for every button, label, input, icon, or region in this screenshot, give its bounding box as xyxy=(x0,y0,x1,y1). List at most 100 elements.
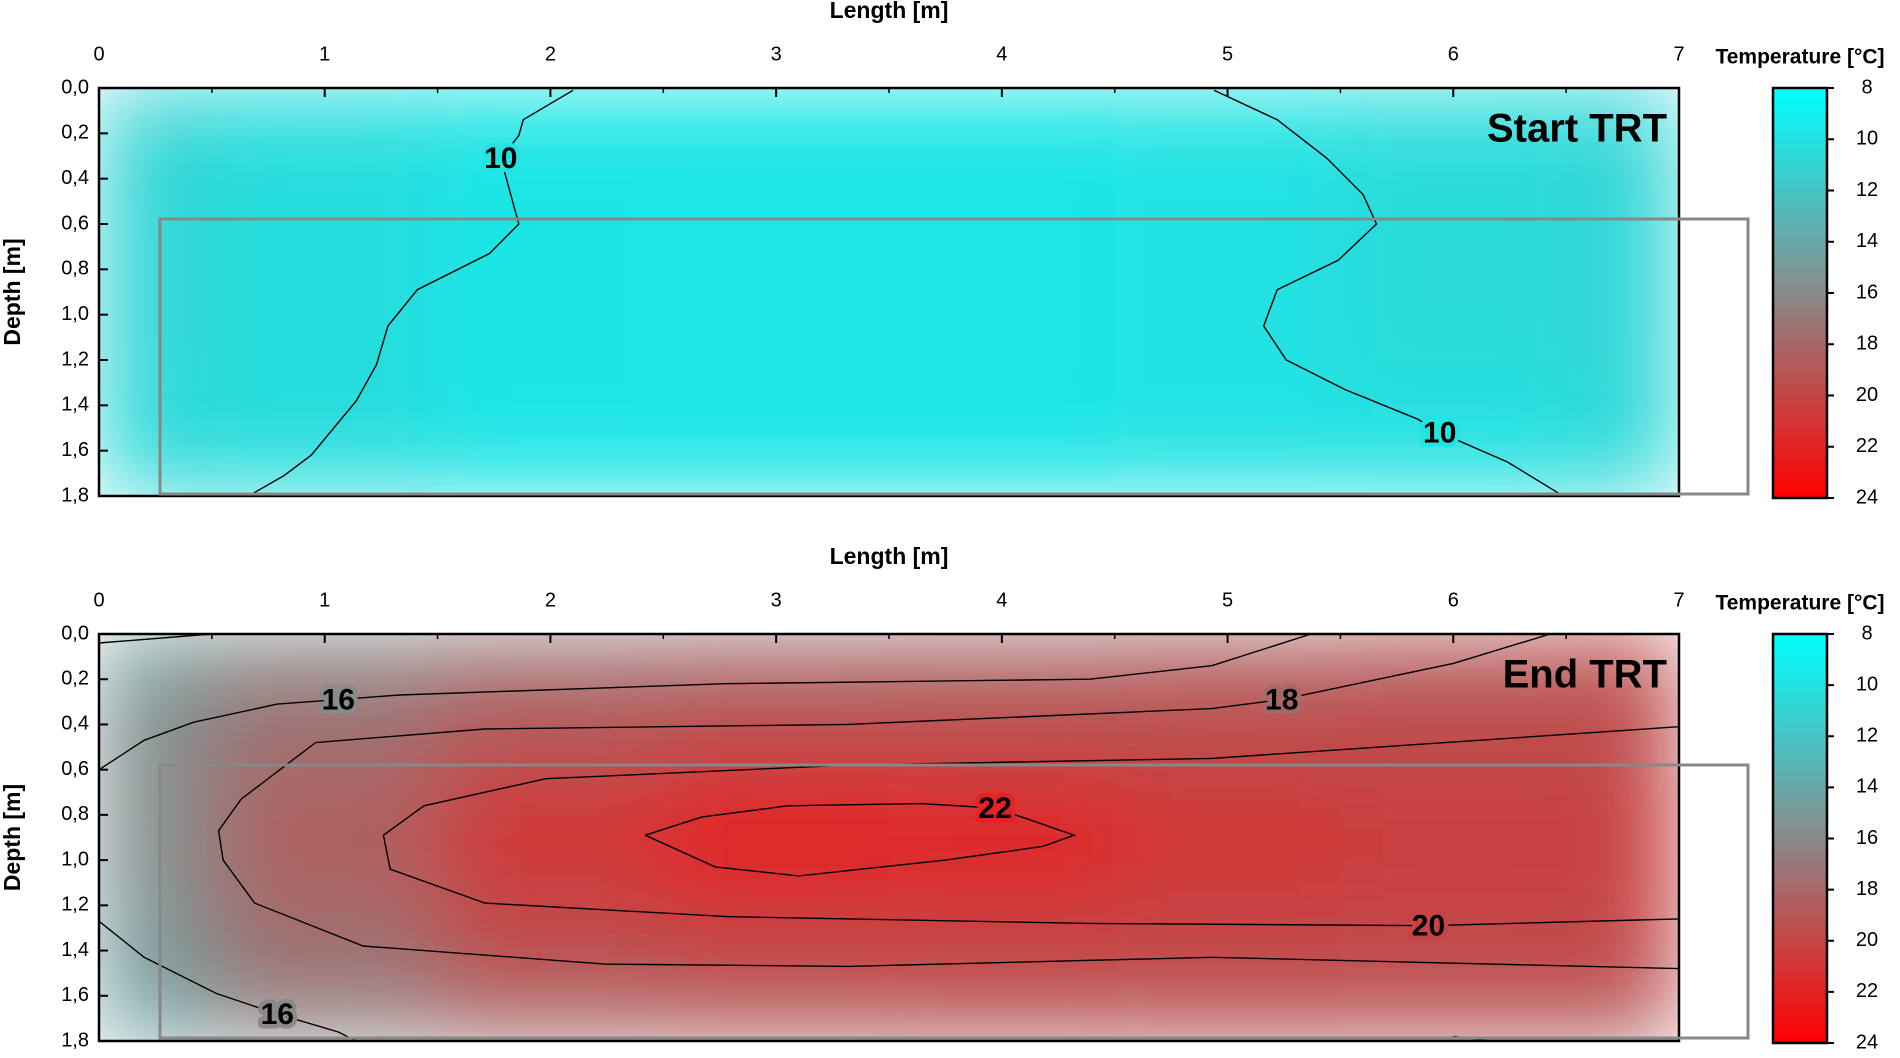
contour-line xyxy=(99,634,1312,771)
colorbar-tick-label: 8 xyxy=(1861,622,1872,644)
field-cell xyxy=(211,88,439,191)
colorbar-title: Temperature [°C] xyxy=(1715,46,1884,69)
contour-line xyxy=(644,802,1077,877)
x-axis-title: Length [m] xyxy=(830,0,949,23)
colorbar-tick-label: 12 xyxy=(1856,179,1878,201)
field-cell xyxy=(1566,995,1679,1041)
field-cell xyxy=(889,88,1116,191)
field-cell xyxy=(889,190,1116,395)
contour-label: 18 xyxy=(1265,683,1298,716)
contour-label: 16 xyxy=(322,683,355,716)
contour-label: 22 xyxy=(978,792,1011,825)
y-tick-label: 1,6 xyxy=(61,439,89,461)
colorbar-tick-label: 24 xyxy=(1856,486,1878,508)
y-tick-label: 0,4 xyxy=(61,167,89,189)
x-tick-label: 4 xyxy=(996,589,1007,611)
contour-label: 20 xyxy=(1412,910,1445,943)
field-cell xyxy=(663,190,890,395)
chart-title: Start TRT xyxy=(1487,107,1667,151)
y-tick-label: 0,8 xyxy=(61,258,89,280)
y-tick-label: 0,6 xyxy=(61,758,89,780)
field-cell xyxy=(1340,394,1567,496)
x-tick-label: 0 xyxy=(93,589,104,611)
field-cell xyxy=(211,190,439,395)
field-cell xyxy=(99,634,213,680)
y-tick-label: 0,4 xyxy=(61,713,89,735)
x-tick-label: 3 xyxy=(771,589,782,611)
colorbar-tick-label: 12 xyxy=(1856,725,1878,747)
colorbar-tick-label: 20 xyxy=(1856,929,1878,951)
exchanger-outline xyxy=(158,763,1750,1040)
field-cell xyxy=(1114,894,1341,997)
x-tick-label: 4 xyxy=(996,43,1007,65)
y-tick-label: 1,4 xyxy=(61,939,89,961)
colorbar-tick-label: 10 xyxy=(1856,128,1878,150)
colorbar-tick-label: 24 xyxy=(1856,1031,1878,1053)
field-cell xyxy=(1340,190,1567,395)
y-axis-title: Depth [m] xyxy=(0,238,25,345)
field-cell xyxy=(1340,88,1567,191)
x-tick-label: 0 xyxy=(93,43,104,65)
field-cell xyxy=(1340,780,1567,895)
field-cell xyxy=(99,995,213,1041)
field-cell xyxy=(1114,995,1341,1041)
contour-line xyxy=(99,634,212,644)
contour-line xyxy=(99,920,357,1041)
contour-label: 10 xyxy=(484,142,517,175)
y-tick-label: 0,0 xyxy=(61,622,89,644)
field-cell xyxy=(211,995,439,1041)
field-cell xyxy=(99,780,213,895)
y-tick-label: 1,2 xyxy=(61,348,89,370)
field-cell xyxy=(1114,88,1341,191)
x-tick-label: 1 xyxy=(319,589,330,611)
plot-area xyxy=(99,88,1679,496)
chart-title: End TRT xyxy=(1503,653,1667,697)
colorbar-tick-label: 16 xyxy=(1856,827,1878,849)
field-cell xyxy=(663,88,890,191)
contour-label: 16 xyxy=(261,998,294,1031)
field-cell xyxy=(437,88,664,191)
colorbar-tick-label: 22 xyxy=(1856,980,1878,1002)
x-tick-label: 2 xyxy=(545,43,556,65)
y-tick-label: 1,4 xyxy=(61,394,89,416)
field-cell xyxy=(1114,394,1341,496)
x-tick-label: 5 xyxy=(1222,43,1233,65)
y-tick-label: 0,2 xyxy=(61,122,89,144)
field-cell xyxy=(437,394,664,496)
colorbar-tick-label: 8 xyxy=(1861,76,1872,98)
contour-line xyxy=(217,634,1679,970)
x-tick-label: 7 xyxy=(1673,589,1684,611)
colorbar xyxy=(1771,86,1829,500)
field-cell xyxy=(1566,894,1679,997)
field-cell xyxy=(1566,780,1679,895)
field-cell xyxy=(889,780,1116,895)
colorbar-tick-label: 14 xyxy=(1856,776,1878,798)
colorbar-tick-label: 18 xyxy=(1856,878,1878,900)
y-tick-label: 1,8 xyxy=(61,484,89,506)
field-cell xyxy=(663,995,890,1041)
field-cell xyxy=(211,894,439,997)
field-cell xyxy=(663,894,890,997)
field-cell xyxy=(1566,634,1679,680)
colorbar-tick-label: 14 xyxy=(1856,230,1878,252)
colorbar-tick-label: 16 xyxy=(1856,281,1878,303)
y-tick-label: 0,6 xyxy=(61,212,89,234)
y-tick-label: 0,8 xyxy=(61,803,89,825)
field-cell xyxy=(437,190,664,395)
y-tick-label: 1,2 xyxy=(61,894,89,916)
field xyxy=(99,88,1679,496)
field-cell xyxy=(437,995,664,1041)
field-cell xyxy=(211,780,439,895)
field-cell xyxy=(99,394,213,496)
y-tick-label: 1,8 xyxy=(61,1029,89,1051)
colorbar xyxy=(1771,632,1829,1045)
contour-line xyxy=(252,89,574,495)
contour-label: 10 xyxy=(1423,416,1456,449)
exchanger-outline xyxy=(158,217,1750,496)
x-tick-label: 7 xyxy=(1673,43,1684,65)
field-cell xyxy=(1566,88,1679,191)
y-tick-label: 0,2 xyxy=(61,668,89,690)
field-cell xyxy=(99,894,213,997)
y-tick-label: 0,0 xyxy=(61,76,89,98)
